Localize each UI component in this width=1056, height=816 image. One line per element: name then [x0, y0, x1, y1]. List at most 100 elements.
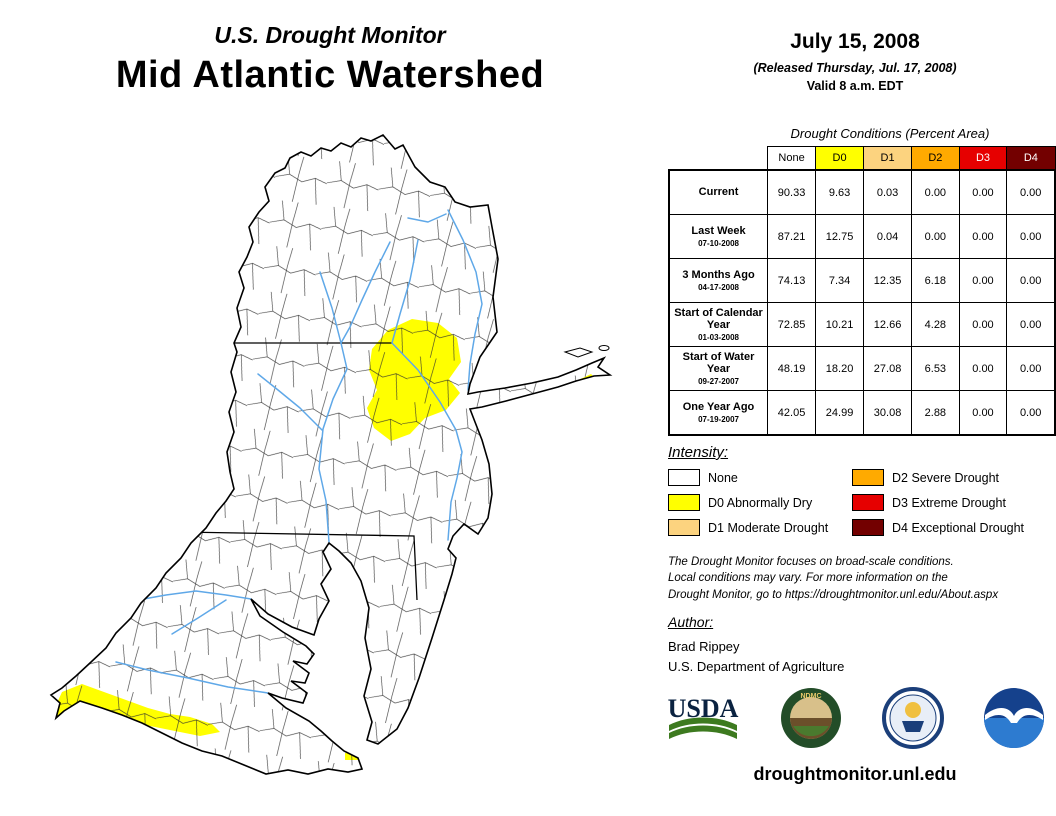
logos-row: USDA NDMC	[664, 686, 1046, 750]
legend-item-d2: D2 Severe Drought	[852, 469, 1024, 486]
d2-swatch	[852, 469, 884, 486]
column-header-none: None	[767, 146, 817, 171]
table-row-start-water-year: Start of Water Year 09-27-2007 48.19 18.2…	[668, 346, 1056, 391]
value-cell: 0.00	[958, 390, 1008, 436]
row-label: Start of Water Year 09-27-2007	[668, 346, 769, 391]
watershed-map	[50, 134, 611, 775]
row-label: One Year Ago 07-19-2007	[668, 390, 769, 436]
value-cell: 30.08	[863, 390, 913, 436]
column-header-d1: D1	[863, 146, 913, 171]
james-river	[115, 661, 269, 694]
shenandoah-river	[171, 599, 227, 635]
mohawk-river	[407, 213, 447, 223]
value-cell: 7.34	[815, 258, 865, 303]
small-islands	[563, 345, 610, 358]
value-cell: 0.00	[1006, 390, 1056, 436]
released-date: (Released Thursday, Jul. 17, 2008)	[753, 61, 957, 75]
value-cell: 0.03	[863, 169, 913, 215]
map-container	[20, 122, 620, 794]
table-title: Drought Conditions (Percent Area)	[790, 126, 990, 141]
susquehanna-river	[318, 241, 391, 543]
legend-column-right: D2 Severe Drought D3 Extreme Drought D4 …	[852, 469, 1024, 544]
drought-conditions-table: None D0 D1 D2 D3 D4 Current 90.33 9.63 0…	[668, 146, 1056, 436]
row-label: Start of Calendar Year 01-03-2008	[668, 302, 769, 347]
delaware-river	[391, 239, 463, 541]
table-row-last-week: Last Week 07-10-2008 87.21 12.75 0.04 0.0…	[668, 214, 1056, 259]
legend-item-d3: D3 Extreme Drought	[852, 494, 1024, 511]
value-cell: 0.00	[1006, 346, 1056, 391]
valid-time: Valid 8 a.m. EDT	[806, 79, 904, 93]
author-heading: Author:	[668, 614, 714, 630]
value-cell: 0.00	[958, 169, 1008, 215]
author-block: Author: Brad Rippey U.S. Department of A…	[668, 614, 844, 674]
value-cell: 2.88	[911, 390, 960, 436]
legend-column-left: None D0 Abnormally Dry D1 Moderate Droug…	[668, 469, 828, 544]
legend-title: Intensity:	[668, 444, 729, 461]
d1-swatch	[668, 519, 700, 536]
value-cell: 0.04	[863, 214, 913, 259]
value-cell: 48.19	[767, 346, 817, 391]
none-swatch	[668, 469, 700, 486]
legend-item-d1: D1 Moderate Drought	[668, 519, 828, 536]
author-name: Brad Rippey	[668, 639, 740, 654]
commerce-logo-icon	[881, 687, 944, 749]
value-cell: 87.21	[767, 214, 817, 259]
value-cell: 0.00	[1006, 302, 1056, 347]
legend-item-none: None	[668, 469, 828, 486]
susquehanna-west-branch	[257, 373, 323, 431]
row-label: Current	[668, 169, 769, 215]
chemung-river	[319, 271, 342, 344]
column-header-d0: D0	[815, 146, 865, 171]
value-cell: 0.00	[958, 258, 1008, 303]
d3-swatch	[852, 494, 884, 511]
svg-text:NDMC: NDMC	[801, 693, 822, 700]
legend-item-d4: D4 Exceptional Drought	[852, 519, 1024, 536]
table-corner-cell	[669, 146, 768, 170]
title-block: U.S. Drought Monitor Mid Atlantic Waters…	[80, 22, 580, 97]
value-cell: 0.00	[958, 214, 1008, 259]
value-cell: 27.08	[863, 346, 913, 391]
value-cell: 12.75	[815, 214, 865, 259]
table-header-row: None D0 D1 D2 D3 D4	[669, 146, 1056, 171]
table-row-one-year-ago: One Year Ago 07-19-2007 42.05 24.99 30.08…	[668, 390, 1056, 436]
value-cell: 0.00	[1006, 214, 1056, 259]
value-cell: 72.85	[767, 302, 817, 347]
table-row-start-calendar-year: Start of Calendar Year 01-03-2008 72.85 1…	[668, 302, 1056, 347]
column-header-d2: D2	[911, 146, 960, 171]
value-cell: 18.20	[815, 346, 865, 391]
value-cell: 0.00	[958, 302, 1008, 347]
value-cell: 0.00	[1006, 169, 1056, 215]
d0-swatch	[668, 494, 700, 511]
column-header-d4: D4	[1006, 146, 1056, 171]
value-cell: 74.13	[767, 258, 817, 303]
value-cell: 6.53	[911, 346, 960, 391]
value-cell: 0.00	[911, 214, 960, 259]
value-cell: 10.21	[815, 302, 865, 347]
value-cell: 9.63	[815, 169, 865, 215]
value-cell: 90.33	[767, 169, 817, 215]
value-cell: 0.00	[911, 169, 960, 215]
page-title: Mid Atlantic Watershed	[115, 54, 545, 96]
legend-item-d0: D0 Abnormally Dry	[668, 494, 828, 511]
value-cell: 24.99	[815, 390, 865, 436]
map-date: July 15, 2008	[790, 30, 920, 53]
d4-swatch	[852, 519, 884, 536]
value-cell: 0.00	[1006, 258, 1056, 303]
release-block: July 15, 2008 (Released Thursday, Jul. 1…	[660, 30, 1050, 93]
ndmc-logo-icon: NDMC	[781, 688, 842, 748]
row-label: 3 Months Ago 04-17-2008	[668, 258, 769, 303]
usda-logo-icon: USDA	[668, 694, 739, 739]
column-header-d3: D3	[958, 146, 1008, 171]
disclaimer-text: The Drought Monitor focuses on broad-sca…	[668, 556, 999, 601]
value-cell: 42.05	[767, 390, 817, 436]
value-cell: 0.00	[958, 346, 1008, 391]
footer-url: droughtmonitor.unl.edu	[753, 764, 957, 784]
potomac-river	[137, 590, 252, 601]
table-row-current: Current 90.33 9.63 0.03 0.00 0.00 0.00	[668, 169, 1056, 215]
rivers	[115, 209, 483, 694]
value-cell: 6.18	[911, 258, 960, 303]
author-organization: U.S. Department of Agriculture	[668, 659, 845, 674]
value-cell: 4.28	[911, 302, 960, 347]
noaa-logo-icon	[983, 688, 1044, 748]
